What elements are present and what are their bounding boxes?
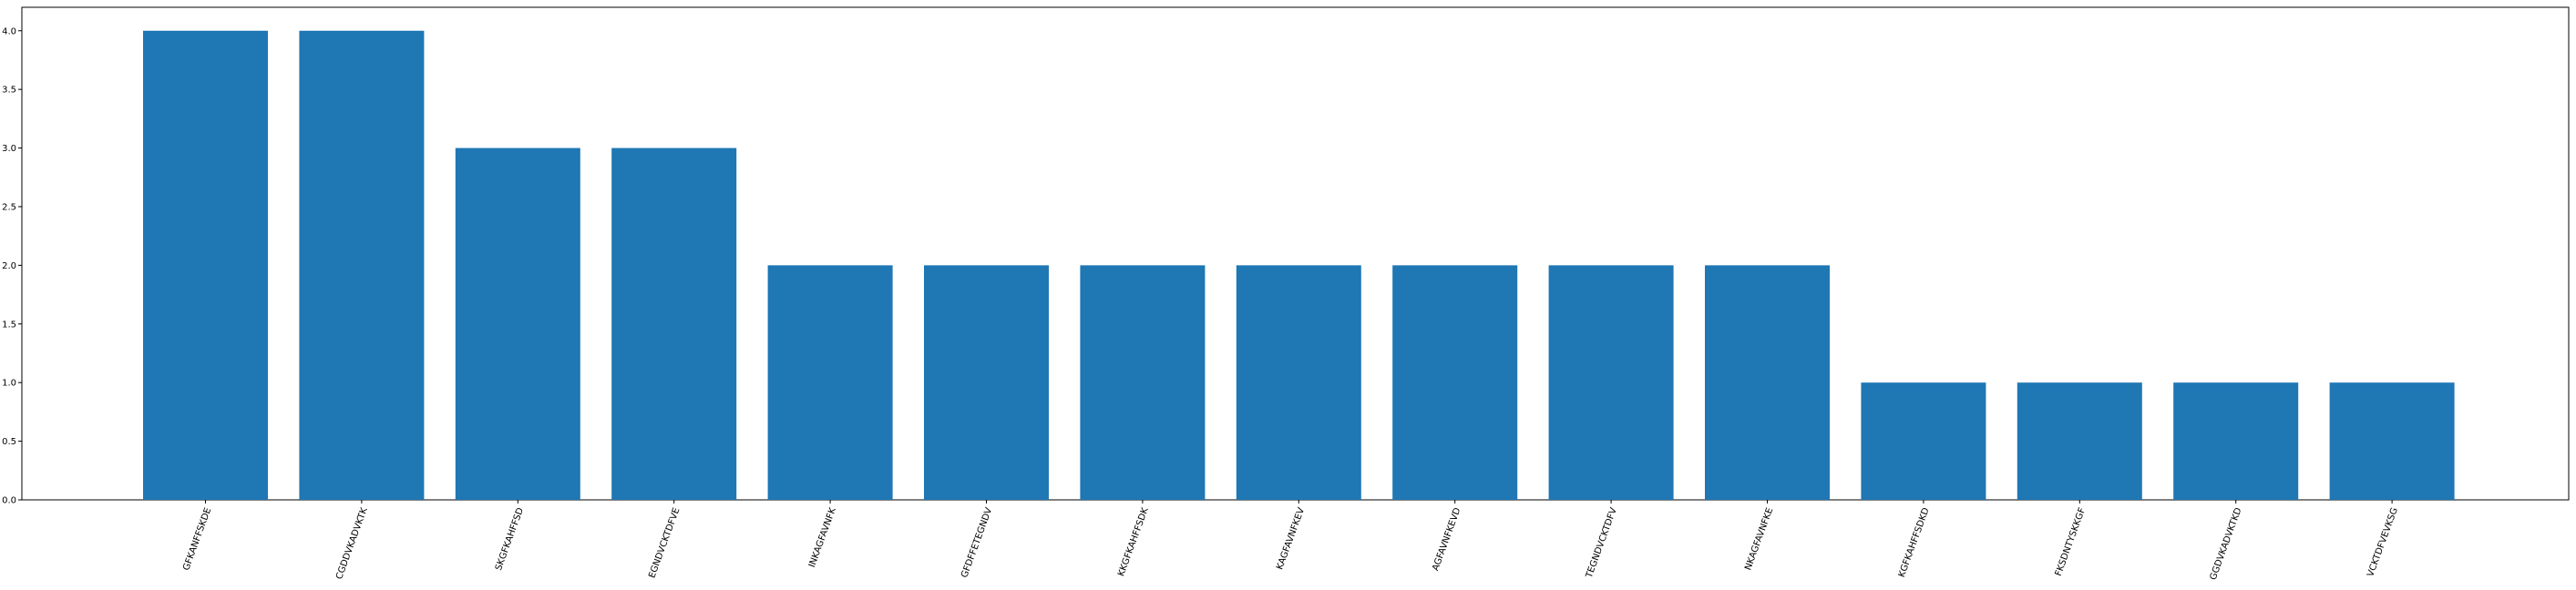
x-tick-label: GGDVKADVKTKD: [2209, 506, 2244, 582]
bar: [1392, 265, 1518, 500]
y-tick-label: 1.5: [2, 320, 16, 330]
bar: [924, 265, 1049, 500]
y-tick-label: 3.5: [2, 86, 16, 96]
x-tick-label: NKAGFAVNFKE: [1743, 506, 1775, 572]
x-tick-label: INKAGFAVNFK: [807, 506, 838, 569]
x-tick-label: CGDDVKADVKTK: [334, 506, 370, 581]
y-tick-label: 0.0: [2, 496, 16, 506]
bar: [1548, 265, 1674, 500]
x-tick-label: GFDFFETEGNDV: [960, 506, 994, 579]
bar: [2329, 382, 2455, 500]
bar: [1861, 382, 1986, 500]
x-tick-label: KAGFAVNFKEV: [1275, 506, 1307, 571]
x-axis: GFKANFFSKDE CGDDVKADVKTK SKGFKAHFFSD EGNDVC…: [181, 500, 2400, 582]
x-tick-label: KKGFKAHFFSDK: [1116, 506, 1151, 578]
bar: [1705, 265, 1830, 500]
bar: [1080, 265, 1206, 500]
bar: [455, 148, 580, 501]
y-axis: 0.0 0.5 1.0 1.5 2.0 2.5 3.0 3.5 4.0: [2, 26, 22, 506]
x-tick-label: TEGNDVCKTDFV: [1584, 506, 1619, 580]
y-tick-label: 1.0: [2, 379, 16, 389]
bar: [611, 148, 737, 501]
bar: [299, 30, 425, 501]
y-tick-label: 3.0: [2, 144, 16, 154]
bar: [2017, 382, 2142, 500]
y-tick-label: 2.0: [2, 261, 16, 271]
y-tick-label: 0.5: [2, 437, 16, 447]
x-tick-label: KGFKAHFFSDKD: [1897, 506, 1932, 579]
bar: [1236, 265, 1361, 500]
x-tick-label: FKSDNTYSKKGF: [2054, 506, 2088, 577]
bar: [2173, 382, 2299, 500]
y-tick-label: 4.0: [2, 26, 16, 36]
x-tick-label: SKGFKAHFFSD: [494, 506, 526, 572]
x-tick-label: GFKANFFSKDE: [181, 506, 213, 572]
y-tick-label: 2.5: [2, 202, 16, 212]
x-tick-label: AGFAVNFKEVD: [1431, 506, 1462, 573]
bar: [767, 265, 893, 500]
x-tick-label: EGNDVCKTDFVE: [647, 506, 682, 579]
bars: [143, 30, 2455, 501]
bar: [143, 30, 268, 501]
x-tick-label: VCKTDFVEVKSG: [2366, 506, 2400, 578]
